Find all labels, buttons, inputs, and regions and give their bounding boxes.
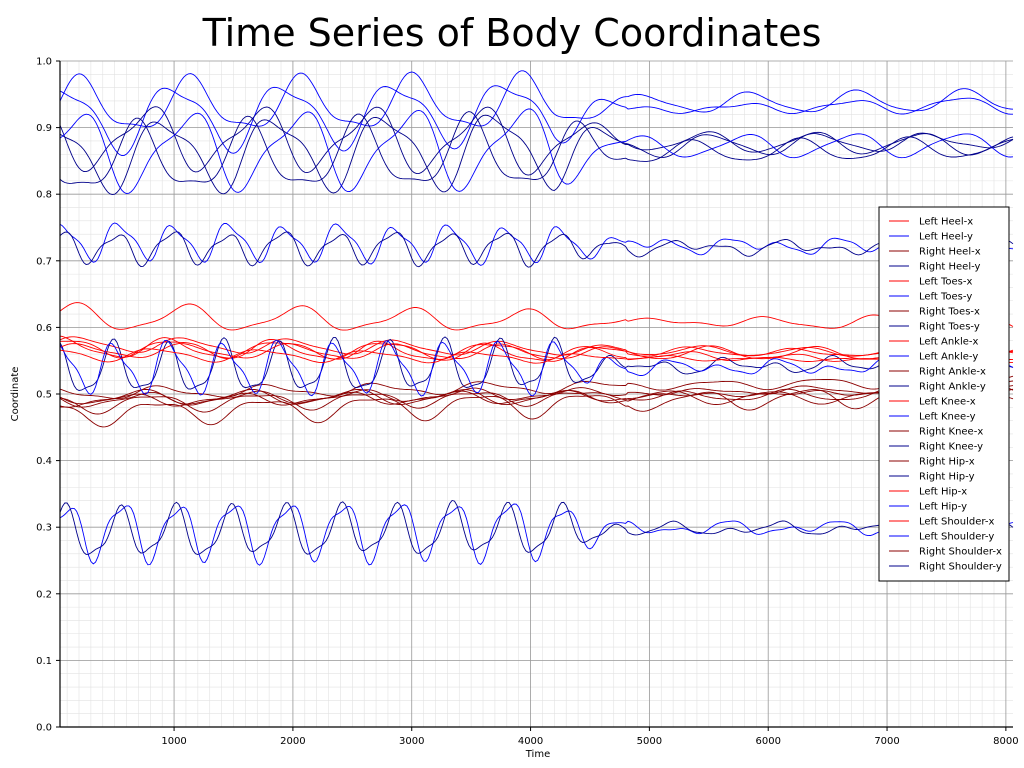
series-line-right-knee-y <box>59 231 1014 268</box>
legend-label: Right Ankle-x <box>919 367 986 378</box>
series-line-right-hip-y <box>59 336 1014 391</box>
legend-box <box>878 206 1010 582</box>
legend-label: Left Ankle-x <box>919 337 979 348</box>
series-line-right-knee-x <box>59 385 1014 428</box>
y-tick-label: 0.1 <box>36 656 52 667</box>
y-tick-label: 0.2 <box>36 589 52 600</box>
series-line-right-shoulder-y <box>59 499 1014 555</box>
series-line-left-toes-x <box>59 302 1014 331</box>
legend-label: Right Heel-x <box>919 247 981 258</box>
series-line-right-toes-x <box>59 375 1014 400</box>
legend-label: Left Shoulder-x <box>919 517 994 528</box>
legend-label: Right Shoulder-y <box>919 562 1002 573</box>
y-tick-label: 0.7 <box>36 256 52 267</box>
legend-label: Right Knee-y <box>919 442 983 453</box>
series-line-left-hip-x <box>59 343 1014 360</box>
x-tick-label: 5000 <box>637 736 662 747</box>
y-axis-label: Coordinate <box>10 367 21 422</box>
legend-label: Right Heel-y <box>919 262 981 273</box>
legend-label: Left Hip-x <box>919 487 967 498</box>
legend-label: Left Toes-y <box>919 292 972 303</box>
axis-ticks: 1000 2000 3000 4000 5000 6000 7000 8000 0.0 0.1 0.… <box>36 57 1019 748</box>
legend-label: Right Hip-x <box>919 457 975 468</box>
legend-label: Left Hip-y <box>919 502 967 513</box>
series-line-right-heel-y <box>59 106 1014 176</box>
y-tick-label: 0.9 <box>36 123 52 134</box>
chart-title: Time Series of Body Coordinates <box>202 11 822 55</box>
legend: Left Heel-x Left Heel-y Right Heel-x Right … <box>878 206 1010 582</box>
x-tick-label: 4000 <box>518 736 543 747</box>
x-tick-label: 3000 <box>399 736 424 747</box>
series-line-left-shoulder-y <box>59 503 1014 566</box>
legend-label: Left Heel-y <box>919 232 973 243</box>
y-tick-label: 0.0 <box>36 723 52 734</box>
legend-label: Right Ankle-y <box>919 382 986 393</box>
x-tick-label: 2000 <box>280 736 305 747</box>
legend-label: Right Shoulder-x <box>919 547 1002 558</box>
legend-label: Right Toes-x <box>919 307 980 318</box>
series-line-right-toes-y <box>59 114 1014 196</box>
y-tick-label: 0.6 <box>36 323 52 334</box>
x-tick-label: 1000 <box>161 736 186 747</box>
legend-label: Right Toes-y <box>919 322 980 333</box>
x-tick-label: 6000 <box>755 736 780 747</box>
series-line-left-heel-y <box>59 85 1013 156</box>
series-line-left-hip-y <box>59 339 1014 397</box>
series-lines <box>59 70 1014 566</box>
series-line-left-knee-y <box>59 222 1014 266</box>
legend-label: Left Shoulder-y <box>919 532 994 543</box>
series-line-left-toes-y <box>59 70 1014 128</box>
y-tick-label: 1.0 <box>36 57 52 68</box>
x-tick-label: 8000 <box>993 736 1018 747</box>
legend-label: Left Heel-x <box>919 217 973 228</box>
legend-label: Left Knee-x <box>919 397 976 408</box>
series-line-left-shoulder-x <box>59 348 1013 364</box>
x-axis-label: Time <box>525 749 550 760</box>
series-line-right-ankle-x <box>59 380 1014 408</box>
series-line-left-ankle-y <box>59 108 1014 194</box>
series-line-right-shoulder-x <box>59 385 1014 408</box>
legend-label: Left Knee-y <box>919 412 976 423</box>
y-tick-label: 0.4 <box>36 456 52 467</box>
series-line-right-ankle-y <box>59 111 1014 184</box>
legend-label: Left Toes-x <box>919 277 972 288</box>
legend-label: Left Ankle-y <box>919 352 978 363</box>
legend-label: Right Hip-y <box>919 472 975 483</box>
legend-label: Right Knee-x <box>919 427 983 438</box>
y-tick-label: 0.3 <box>36 523 52 534</box>
y-tick-label: 0.8 <box>36 190 52 201</box>
y-tick-label: 0.5 <box>36 390 52 401</box>
x-tick-label: 7000 <box>874 736 899 747</box>
